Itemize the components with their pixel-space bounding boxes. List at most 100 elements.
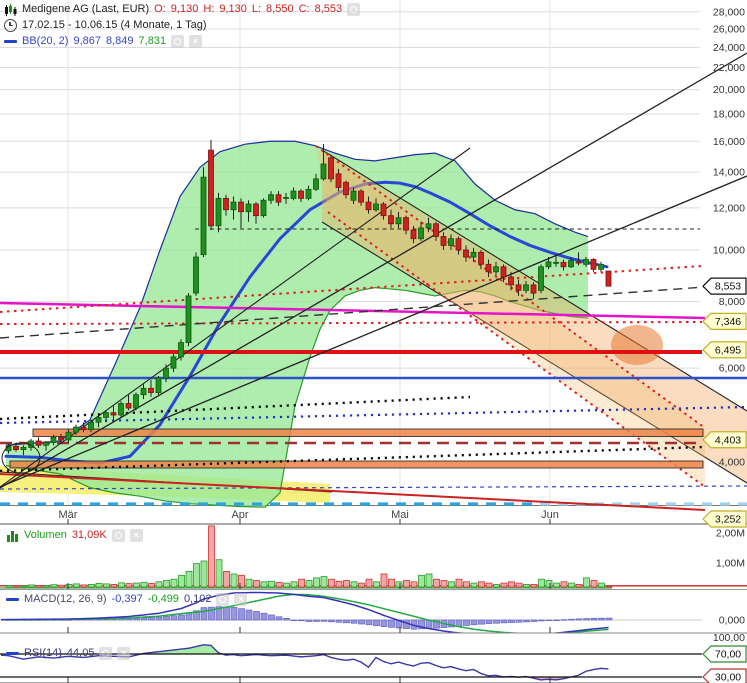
axis-callout	[702, 277, 747, 295]
svg-text:14,000: 14,000	[713, 167, 745, 179]
macd-panel[interactable]	[0, 591, 702, 635]
fan-line-1	[0, 52, 747, 489]
volume-bars-icon	[7, 530, 18, 542]
orange-band-upper	[32, 428, 704, 437]
low-label: L:	[251, 3, 262, 15]
entry-circle-annotation	[1, 442, 41, 474]
legend-instrument-row: Medigene AG (Last, EUR) O: 9,130 H: 9,13…	[4, 3, 361, 16]
period-text: 17.02.15 - 10.06.15 (4 Monate, 1 Tag)	[22, 19, 207, 31]
svg-text:8,553: 8,553	[715, 281, 741, 293]
black-dashed-rising	[0, 286, 706, 339]
instrument-name: Medigene AG (Last, EUR)	[22, 3, 150, 15]
svg-text:16,000: 16,000	[713, 136, 745, 148]
bb-lower-value: 7,831	[138, 35, 167, 47]
legend-period-row: 17.02.15 - 10.06.15 (4 Monate, 1 Tag)	[4, 19, 206, 32]
black-dotted-2	[0, 445, 704, 473]
bollinger-fill	[6, 141, 588, 508]
price-axis[interactable]: 28,000 26,000 24,000 22,000 20,000 18,000 16,0…	[702, 6, 747, 683]
macd-close-icon[interactable]: ×	[234, 593, 248, 606]
red-descending	[0, 473, 706, 511]
svg-text:12,000: 12,000	[713, 202, 745, 214]
rsi-settings-icon[interactable]	[99, 647, 113, 660]
time-axis[interactable]: Mär Apr Mai Jun	[0, 505, 747, 525]
svg-text:0,000: 0,000	[719, 615, 745, 627]
axis-callout	[702, 431, 747, 449]
magenta-level	[0, 301, 706, 320]
bb-middle-value: 8,849	[106, 35, 134, 47]
svg-text:4,000: 4,000	[719, 456, 745, 468]
low-value: 8,550	[266, 3, 294, 15]
rsi-label: RSI(14)	[24, 647, 62, 659]
axis-callout	[702, 668, 747, 683]
high-label: H:	[203, 3, 215, 15]
close-label: C:	[298, 3, 310, 15]
svg-text:3,252: 3,252	[715, 514, 741, 526]
bb-line-icon	[4, 40, 17, 43]
bb-upper-value: 9,867	[73, 35, 101, 47]
open-label: O:	[154, 3, 166, 15]
svg-text:1,00M: 1,00M	[716, 558, 745, 570]
red-dotted-flat	[0, 321, 703, 325]
svg-text:Mai: Mai	[391, 509, 409, 521]
volume-value: 31,09K	[71, 529, 107, 541]
svg-text:100,00: 100,00	[713, 632, 745, 644]
rsi-value: 44,05	[66, 647, 95, 659]
black-channel	[322, 150, 747, 483]
orange-band-lower	[9, 460, 704, 469]
price-panel[interactable]	[0, 52, 747, 511]
svg-text:20,000: 20,000	[713, 84, 745, 96]
svg-text:18,000: 18,000	[713, 109, 745, 121]
axis-callout	[702, 341, 747, 359]
bb-label: BB(20, 2)	[22, 35, 69, 47]
volume-label: Volumen	[24, 529, 67, 541]
macd-signal-value: -0,499	[147, 593, 179, 605]
black-dotted-1	[0, 395, 471, 421]
svg-text:22,000: 22,000	[713, 62, 745, 74]
svg-text:Jun: Jun	[541, 509, 559, 521]
axis-callout	[702, 510, 747, 528]
svg-text:28,000: 28,000	[713, 6, 745, 18]
rsi-line-icon	[6, 652, 19, 655]
macd-line-icon	[6, 598, 19, 601]
open-value: 9,130	[170, 3, 199, 15]
macd-label: MACD(12, 26, 9)	[24, 593, 107, 605]
svg-text:70,00: 70,00	[715, 649, 741, 661]
macd-value: -0,397	[111, 593, 143, 605]
legend-bb-row: BB(20, 2) 9,867 8,849 7,831 ×	[4, 35, 203, 48]
svg-text:6,495: 6,495	[715, 344, 741, 356]
svg-text:Mär: Mär	[59, 509, 78, 521]
axis-callout	[702, 645, 747, 663]
instrument-settings-icon[interactable]	[347, 3, 361, 16]
clock-icon	[4, 19, 17, 32]
svg-text:Apr: Apr	[231, 509, 248, 521]
legend-macd-row: MACD(12, 26, 9) -0,397 -0,499 0,102 ×	[6, 593, 248, 606]
svg-text:2,00M: 2,00M	[716, 528, 745, 540]
fan-line-2	[0, 175, 747, 488]
svg-text:7,346: 7,346	[715, 316, 741, 328]
svg-text:30,00: 30,00	[715, 672, 741, 683]
volume-settings-icon[interactable]	[111, 529, 125, 542]
red-dotted-rising	[0, 265, 703, 313]
bb-close-icon[interactable]: ×	[189, 35, 203, 48]
macd-settings-icon[interactable]	[216, 593, 230, 606]
target-highlight	[611, 325, 663, 365]
macd-hist-value: 0,102	[183, 593, 212, 605]
axis-callout	[702, 312, 747, 330]
svg-text:26,000: 26,000	[713, 23, 745, 35]
volume-panel[interactable]	[0, 525, 747, 589]
svg-text:4,403: 4,403	[715, 434, 741, 446]
svg-text:6,000: 6,000	[719, 363, 745, 375]
rsi-close-icon[interactable]: ×	[117, 647, 131, 660]
candles-layer	[5, 139, 612, 456]
legend-volume-row: Volumen 31,09K ×	[6, 529, 143, 542]
bb-settings-icon[interactable]	[171, 35, 185, 48]
svg-text:8,000: 8,000	[719, 296, 745, 308]
svg-text:10,000: 10,000	[713, 245, 745, 257]
volume-close-icon[interactable]: ×	[129, 529, 143, 542]
legend-rsi-row: RSI(14) 44,05 ×	[6, 647, 131, 660]
candlestick-icon	[5, 3, 17, 16]
high-value: 9,130	[219, 3, 247, 15]
svg-text:24,000: 24,000	[713, 42, 745, 54]
